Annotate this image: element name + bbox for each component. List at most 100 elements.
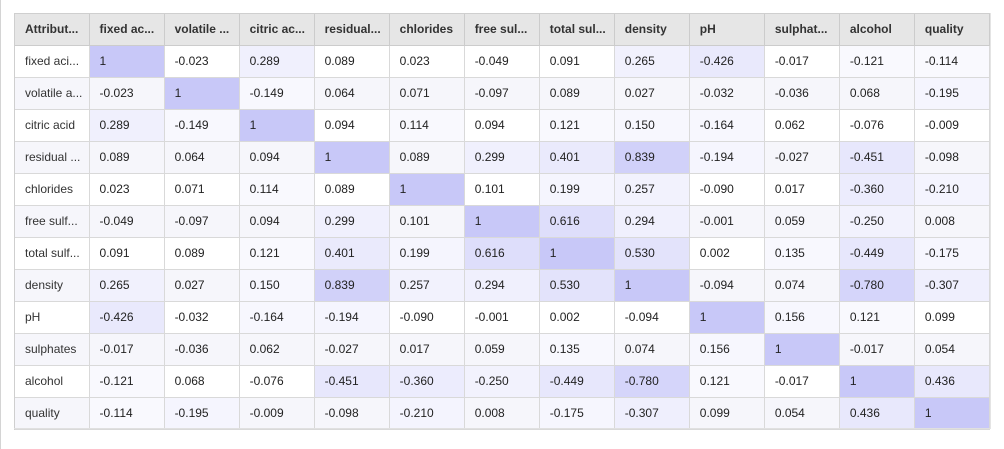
correlation-cell: 0.265	[89, 269, 165, 302]
correlation-cell: 0.008	[464, 397, 540, 430]
correlation-cell: -0.307	[914, 269, 991, 302]
column-header[interactable]: total sul...	[539, 14, 615, 46]
correlation-cell: 0.002	[689, 237, 765, 270]
column-header[interactable]: sulphat...	[764, 14, 840, 46]
correlation-cell: 0.199	[389, 237, 465, 270]
correlation-cell: -0.032	[164, 301, 240, 334]
table-row: pH -0.426 -0.032 -0.164 -0.194 -0.090 -0.001 0.…	[15, 301, 991, 334]
correlation-cell: 0.135	[539, 333, 615, 366]
correlation-cell: 0.121	[239, 237, 315, 270]
column-header[interactable]: residual...	[314, 14, 390, 46]
correlation-matrix-table: Attribut... fixed ac... volatile ... citric…	[15, 14, 991, 430]
diagonal-cell: 1	[614, 269, 690, 302]
correlation-cell: 0.064	[164, 141, 240, 174]
column-header[interactable]: chlorides	[389, 14, 465, 46]
diagonal-cell: 1	[539, 237, 615, 270]
correlation-cell: 0.299	[464, 141, 540, 174]
correlation-cell: -0.451	[839, 141, 915, 174]
correlation-cell: 0.401	[539, 141, 615, 174]
correlation-cell: -0.036	[764, 77, 840, 110]
correlation-cell: -0.449	[839, 237, 915, 270]
table-row: alcohol -0.121 0.068 -0.076 -0.451 -0.360 -0.2…	[15, 365, 991, 398]
correlation-cell: 0.135	[764, 237, 840, 270]
correlation-cell: -0.036	[164, 333, 240, 366]
correlation-cell: 0.071	[164, 173, 240, 206]
correlation-cell: 0.616	[464, 237, 540, 270]
column-header[interactable]: volatile ...	[164, 14, 240, 46]
column-header[interactable]: free sul...	[464, 14, 540, 46]
correlation-cell: 0.114	[389, 109, 465, 142]
row-header: citric acid	[15, 109, 90, 142]
correlation-cell: -0.094	[614, 301, 690, 334]
row-header: total sulf...	[15, 237, 90, 270]
correlation-cell: -0.009	[914, 109, 991, 142]
correlation-cell: -0.023	[89, 77, 165, 110]
correlation-cell: -0.780	[839, 269, 915, 302]
correlation-cell: 0.299	[314, 205, 390, 238]
diagonal-cell: 1	[164, 77, 240, 110]
correlation-cell: -0.001	[464, 301, 540, 334]
correlation-cell: 0.294	[614, 205, 690, 238]
correlation-cell: 0.089	[164, 237, 240, 270]
correlation-cell: -0.017	[89, 333, 165, 366]
column-header[interactable]: pH	[689, 14, 765, 46]
correlation-cell: -0.027	[314, 333, 390, 366]
correlation-cell: 0.265	[614, 45, 690, 78]
correlation-cell: 0.089	[389, 141, 465, 174]
row-header: fixed aci...	[15, 45, 90, 78]
correlation-cell: -0.426	[89, 301, 165, 334]
correlation-cell: -0.001	[689, 205, 765, 238]
column-header[interactable]: quality	[914, 14, 991, 46]
diagonal-cell: 1	[764, 333, 840, 366]
row-header: pH	[15, 301, 90, 334]
correlation-cell: 0.054	[914, 333, 991, 366]
column-header-attribute[interactable]: Attribut...	[15, 14, 90, 46]
correlation-cell: -0.149	[239, 77, 315, 110]
correlation-cell: 0.150	[239, 269, 315, 302]
correlation-cell: -0.175	[914, 237, 991, 270]
correlation-cell: 0.017	[389, 333, 465, 366]
diagonal-cell: 1	[464, 205, 540, 238]
correlation-cell: 0.074	[764, 269, 840, 302]
correlation-cell: 0.023	[389, 45, 465, 78]
correlation-cell: 0.017	[764, 173, 840, 206]
correlation-cell: -0.164	[239, 301, 315, 334]
correlation-cell: 0.436	[914, 365, 991, 398]
column-header[interactable]: fixed ac...	[89, 14, 165, 46]
correlation-cell: 0.289	[239, 45, 315, 78]
correlation-cell: -0.114	[89, 397, 165, 430]
correlation-cell: -0.097	[464, 77, 540, 110]
correlation-cell: 0.094	[239, 141, 315, 174]
correlation-cell: -0.049	[464, 45, 540, 78]
table-row: fixed aci... 1 -0.023 0.289 0.089 0.023 -0.049…	[15, 45, 991, 78]
correlation-cell: -0.090	[389, 301, 465, 334]
correlation-cell: 0.094	[314, 109, 390, 142]
diagonal-cell: 1	[239, 109, 315, 142]
diagonal-cell: 1	[89, 45, 165, 78]
correlation-cell: 0.089	[314, 173, 390, 206]
table-row: quality -0.114 -0.195 -0.009 -0.098 -0.210 0.0…	[15, 397, 991, 430]
correlation-cell: 0.094	[239, 205, 315, 238]
table-row: total sulf... 0.091 0.089 0.121 0.401 0.199 0.…	[15, 237, 991, 270]
row-header: residual ...	[15, 141, 90, 174]
correlation-cell: -0.098	[914, 141, 991, 174]
table-row: sulphates -0.017 -0.036 0.062 -0.027 0.017 0.0…	[15, 333, 991, 366]
correlation-cell: 0.101	[389, 205, 465, 238]
correlation-cell: 0.071	[389, 77, 465, 110]
correlation-cell: -0.098	[314, 397, 390, 430]
correlation-cell: -0.114	[914, 45, 991, 78]
column-header[interactable]: citric ac...	[239, 14, 315, 46]
correlation-cell: -0.049	[89, 205, 165, 238]
correlation-cell: -0.210	[389, 397, 465, 430]
row-header: alcohol	[15, 365, 90, 398]
correlation-cell: 0.094	[464, 109, 540, 142]
table-row: density 0.265 0.027 0.150 0.839 0.257 0.294 0.5…	[15, 269, 991, 302]
correlation-cell: 0.121	[689, 365, 765, 398]
correlation-cell: 0.121	[539, 109, 615, 142]
column-header[interactable]: density	[614, 14, 690, 46]
correlation-cell: 0.091	[539, 45, 615, 78]
row-header: chlorides	[15, 173, 90, 206]
row-header: quality	[15, 397, 90, 430]
correlation-cell: -0.076	[239, 365, 315, 398]
column-header[interactable]: alcohol	[839, 14, 915, 46]
